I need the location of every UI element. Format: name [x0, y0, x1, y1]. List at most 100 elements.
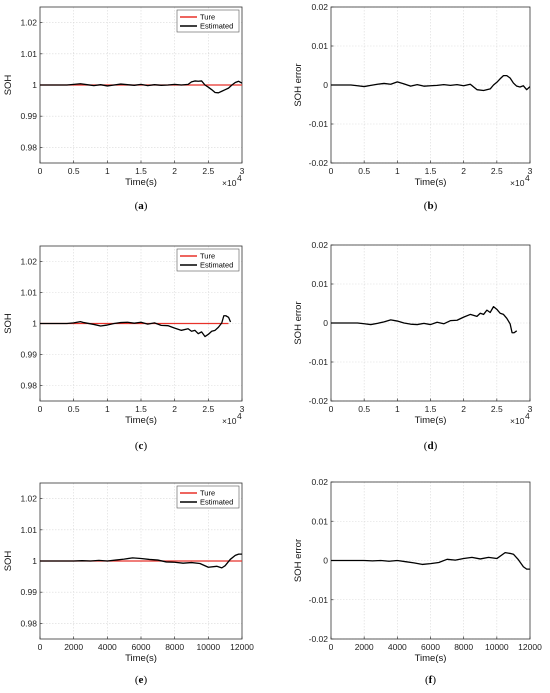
x-tick-label: 3	[240, 404, 245, 414]
y-axis-label: SOH error	[293, 301, 304, 344]
x-tick-label: 2.5	[202, 166, 214, 176]
x-tick-label: 0	[329, 166, 334, 176]
x-multiplier-exponent: 4	[237, 173, 242, 183]
x-tick-label: 1	[105, 166, 110, 176]
y-axis-label: SOH	[3, 313, 14, 334]
y-tick-label: 0.01	[311, 41, 328, 51]
x-tick-label: 6000	[421, 642, 440, 652]
panel-caption: (b)	[424, 200, 438, 212]
legend-entry: Ture	[200, 489, 215, 498]
x-tick-label: 2	[172, 166, 177, 176]
x-tick-label: 2000	[355, 642, 374, 652]
y-tick-label: -0.01	[309, 357, 329, 367]
x-multiplier-exponent: 4	[525, 411, 530, 421]
y-tick-label: 1.01	[20, 525, 37, 535]
y-tick-label: 0.98	[20, 381, 37, 391]
y-tick-label: 1.02	[20, 494, 37, 504]
x-tick-label: 0	[329, 404, 334, 414]
x-tick-label: 12000	[230, 642, 254, 652]
x-tick-label: 1.5	[135, 404, 147, 414]
series-line-estimated	[40, 315, 232, 338]
x-tick-label: 12000	[518, 642, 542, 652]
x-axis-label: Time(s)	[125, 653, 157, 664]
y-tick-label: 1	[32, 319, 37, 329]
y-tick-label: 1.02	[20, 257, 37, 267]
y-tick-label: 1	[32, 556, 37, 566]
x-tick-label: 0	[329, 642, 334, 652]
x-tick-label: 0.5	[358, 166, 370, 176]
x-tick-label: 2.5	[202, 404, 214, 414]
x-tick-label: 1.5	[425, 404, 437, 414]
y-tick-label: -0.02	[309, 158, 329, 168]
chart-panel-d: 0 0.5 1 1.5 2 2.5 3 -0.02 -0.01 0 0.01 0.02 ×10 4 Time…	[293, 240, 533, 452]
x-tick-label: 1	[105, 404, 110, 414]
y-tick-label: 0.99	[20, 587, 37, 597]
x-tick-label: 8000	[165, 642, 184, 652]
y-axis-label: SOH	[3, 551, 14, 572]
x-tick-label: 6000	[132, 642, 151, 652]
legend-entry: Estimated	[200, 498, 233, 507]
x-tick-label: 0.5	[68, 404, 80, 414]
x-tick-label: 10000	[485, 642, 509, 652]
y-tick-label: 0	[323, 318, 328, 328]
x-tick-label: 8000	[454, 642, 473, 652]
y-tick-label: -0.01	[309, 595, 329, 605]
y-tick-label: 1	[32, 80, 37, 90]
x-axis-label: Time(s)	[415, 415, 447, 426]
y-tick-label: 0	[323, 556, 328, 566]
x-tick-label: 1.5	[135, 166, 147, 176]
series-line-error	[331, 305, 518, 334]
panel-caption: (c)	[135, 440, 148, 452]
chart-panel-f: 0 2000 4000 6000 8000 10000 12000 -0.02 -0.01 0 0.…	[293, 477, 542, 686]
y-tick-label: 0.01	[311, 516, 328, 526]
y-tick-label: 0.02	[311, 477, 328, 487]
x-tick-label: 10000	[197, 642, 221, 652]
y-tick-label: 0.02	[311, 2, 328, 12]
legend-entry: Ture	[200, 13, 215, 22]
panel-caption: (d)	[424, 440, 438, 452]
panel-caption: (f)	[425, 674, 436, 686]
chart-panel-e: 0 2000 4000 6000 8000 10000 12000 0.98 0.99 1 1.01…	[3, 482, 254, 686]
y-tick-label: 0.01	[311, 279, 328, 289]
series-line-error	[331, 74, 530, 92]
series-line-error	[331, 552, 530, 570]
y-tick-label: 0.99	[20, 350, 37, 360]
chart-panel-a: 0 0.5 1 1.5 2 2.5 3 0.98 0.99 1 1.01 1.02 ×10 4 Time(s…	[3, 6, 245, 212]
x-axis-label: Time(s)	[415, 177, 447, 188]
x-tick-label: 1.5	[425, 166, 437, 176]
y-tick-label: -0.01	[309, 119, 329, 129]
x-axis-label: Time(s)	[415, 653, 447, 664]
x-multiplier-exponent: 4	[525, 173, 530, 183]
x-multiplier: ×10	[510, 416, 525, 426]
x-tick-label: 4000	[388, 642, 407, 652]
legend-entry: Ture	[200, 252, 215, 261]
x-tick-label: 0	[38, 404, 43, 414]
panel-caption: (e)	[135, 674, 148, 686]
x-multiplier-exponent: 4	[237, 411, 242, 421]
y-tick-label: 1.01	[20, 288, 37, 298]
x-tick-label: 3	[528, 404, 533, 414]
x-tick-label: 2	[461, 404, 466, 414]
legend-entry: Estimated	[200, 22, 233, 31]
y-tick-label: 0.99	[20, 111, 37, 121]
x-axis-label: Time(s)	[125, 177, 157, 188]
x-tick-label: 0	[38, 642, 43, 652]
panel-caption: (a)	[135, 200, 148, 212]
chart-panel-c: 0 0.5 1 1.5 2 2.5 3 0.98 0.99 1 1.01 1.02 ×10 4 Time(s…	[3, 245, 245, 452]
x-multiplier: ×10	[222, 178, 237, 188]
y-tick-label: -0.02	[309, 396, 329, 406]
series-line-estimated	[40, 80, 242, 94]
x-tick-label: 4000	[98, 642, 117, 652]
x-tick-label: 3	[240, 166, 245, 176]
x-tick-label: 2	[172, 404, 177, 414]
x-tick-label: 0.5	[68, 166, 80, 176]
x-tick-label: 1	[395, 166, 400, 176]
x-tick-label: 0	[38, 166, 43, 176]
y-tick-label: -0.02	[309, 634, 329, 644]
y-axis-label: SOH error	[293, 63, 304, 106]
x-axis-label: Time(s)	[125, 415, 157, 426]
x-multiplier: ×10	[222, 416, 237, 426]
